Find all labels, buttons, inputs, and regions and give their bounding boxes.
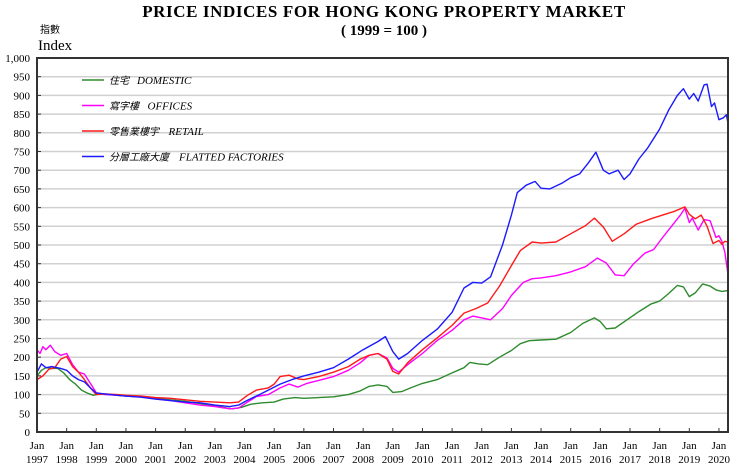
- y-tick-label: 550: [14, 221, 31, 233]
- y-tick-label: 350: [14, 296, 31, 308]
- y-tick-label: 450: [14, 259, 31, 271]
- x-tick-label-month: Jan: [474, 440, 489, 452]
- x-tick-label-month: Jan: [119, 440, 134, 452]
- x-tick-label-year: 2007: [323, 454, 346, 466]
- y-tick-label: 750: [14, 147, 31, 159]
- x-tick-label-year: 2012: [471, 454, 493, 466]
- legend-label: DOMESTIC: [136, 75, 192, 87]
- plot-frame: [36, 57, 729, 433]
- x-tick-label-year: 2001: [145, 454, 167, 466]
- x-tick-label-year: 2019: [678, 454, 701, 466]
- y-tick-label: 600: [14, 203, 31, 215]
- legend-label: OFFICES: [148, 101, 193, 113]
- x-tick-label-month: Jan: [623, 440, 638, 452]
- x-tick-label-year: 2010: [411, 454, 434, 466]
- gridlines: [37, 75, 728, 415]
- x-tick-label-month: Jan: [178, 440, 193, 452]
- legend-label: FLATTED FACTORIES: [178, 152, 284, 164]
- y-tick-label: 700: [14, 165, 31, 177]
- x-tick-label-month: Jan: [385, 440, 400, 452]
- x-tick-label-year: 2018: [649, 454, 672, 466]
- x-tick-label-year: 2004: [234, 454, 257, 466]
- y-axis-ticks: 0 50 100 150 200 250 300 350 400 450 500 550 600 650 7…: [5, 53, 41, 439]
- x-tick-label-year: 2017: [619, 454, 642, 466]
- x-tick-label-month: Jan: [563, 440, 578, 452]
- x-tick-label-year: 2002: [174, 454, 196, 466]
- x-tick-label-year: 2005: [263, 454, 286, 466]
- x-tick-label-year: 2014: [530, 454, 553, 466]
- x-tick-label-year: 2008: [352, 454, 375, 466]
- y-tick-label: 0: [25, 427, 31, 439]
- legend-label-cn: 住宅: [109, 75, 131, 87]
- x-tick-label-year: 2000: [115, 454, 138, 466]
- series-lines: [36, 83, 729, 410]
- y-tick-label: 400: [14, 277, 31, 289]
- series-line-domestic: [36, 283, 728, 410]
- y-tick-label: 50: [19, 408, 31, 420]
- legend-label-cn: 零售業樓宇: [109, 126, 161, 138]
- chart-title: PRICE INDICES FOR HONG KONG PROPERTY MAR…: [142, 2, 626, 21]
- x-tick-label-year: 1997: [26, 454, 49, 466]
- y-tick-label: 500: [14, 240, 31, 252]
- y-tick-label: 950: [14, 72, 31, 84]
- x-tick-label-month: Jan: [356, 440, 371, 452]
- x-tick-label-month: Jan: [504, 440, 519, 452]
- legend-label: RETAIL: [168, 126, 204, 138]
- x-tick-label-month: Jan: [30, 440, 45, 452]
- y-tick-label: 200: [14, 352, 31, 364]
- series-line-offices: [36, 207, 729, 410]
- chart-subtitle: ( 1999 = 100 ): [341, 23, 427, 39]
- x-tick-label-year: 2013: [500, 454, 523, 466]
- y-tick-label: 100: [14, 390, 31, 402]
- y-axis-label-cn: 指數: [40, 23, 60, 36]
- y-tick-label: 250: [14, 334, 31, 346]
- x-axis-ticks: Jan 1997 Jan 1998 Jan 1999 Jan 2000 Jan 2001 Jan 20…: [26, 428, 730, 466]
- legend-label-cn: 寫字樓: [109, 101, 141, 113]
- series-line-flatted-factories: [36, 83, 729, 408]
- x-tick-label-month: Jan: [89, 440, 104, 452]
- x-tick-label-month: Jan: [208, 440, 223, 452]
- x-tick-label-year: 2003: [204, 454, 227, 466]
- x-tick-label-month: Jan: [297, 440, 312, 452]
- x-tick-label-month: Jan: [682, 440, 697, 452]
- y-tick-label: 1,000: [5, 53, 30, 65]
- x-tick-label-month: Jan: [652, 440, 667, 452]
- x-tick-label-month: Jan: [593, 440, 608, 452]
- x-tick-label-month: Jan: [148, 440, 163, 452]
- y-axis-label: Index: [38, 38, 73, 54]
- x-tick-label-month: Jan: [59, 440, 74, 452]
- y-tick-label: 150: [14, 371, 31, 383]
- x-tick-label-year: 1998: [56, 454, 79, 466]
- y-tick-label: 650: [14, 184, 31, 196]
- x-tick-label-month: Jan: [267, 440, 282, 452]
- series-line-retail: [36, 206, 728, 404]
- x-tick-label-month: Jan: [237, 440, 252, 452]
- x-tick-label-month: Jan: [534, 440, 549, 452]
- x-tick-label-year: 2016: [589, 454, 612, 466]
- x-tick-label-year: 2020: [708, 454, 731, 466]
- legend-label-cn: 分層工廠大廈: [109, 152, 171, 164]
- x-tick-label-month: Jan: [712, 440, 727, 452]
- x-tick-label-year: 1999: [85, 454, 108, 466]
- x-tick-label-year: 2011: [441, 454, 463, 466]
- y-tick-label: 900: [14, 90, 31, 102]
- y-tick-label: 300: [14, 315, 31, 327]
- y-tick-label: 800: [14, 128, 31, 140]
- x-tick-label-year: 2006: [293, 454, 316, 466]
- x-tick-label-month: Jan: [445, 440, 460, 452]
- x-tick-label-year: 2009: [382, 454, 405, 466]
- legend: 住宅 DOMESTIC 寫字樓 OFFICES 零售業樓宇 RETAIL 分層工廠大廈 FLA…: [82, 75, 284, 164]
- x-tick-label-year: 2015: [560, 454, 583, 466]
- x-tick-label-month: Jan: [415, 440, 430, 452]
- y-tick-label: 850: [14, 109, 31, 121]
- x-tick-label-month: Jan: [326, 440, 341, 452]
